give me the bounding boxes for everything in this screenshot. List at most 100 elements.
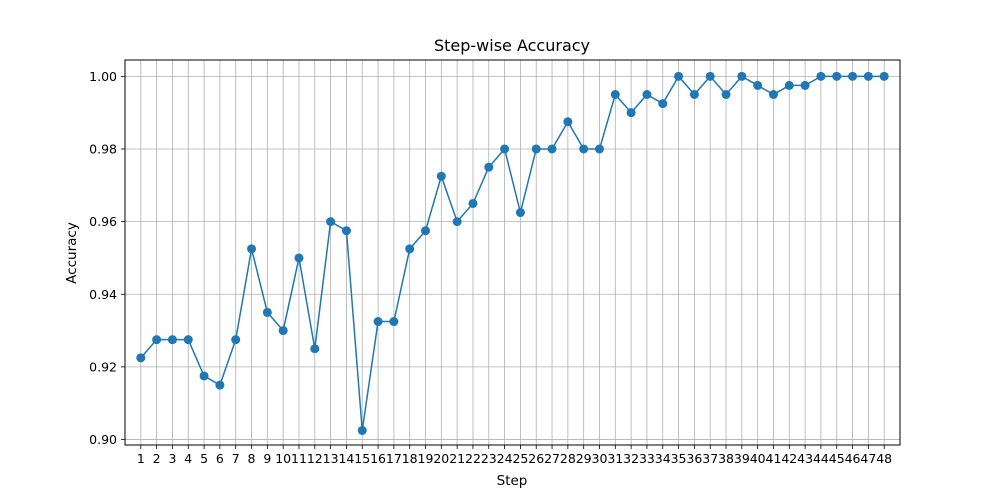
plot-area bbox=[125, 60, 900, 445]
x-tick-label: 6 bbox=[216, 451, 224, 466]
x-tick-label: 10 bbox=[275, 451, 291, 466]
x-tick-label: 27 bbox=[544, 451, 560, 466]
data-point bbox=[294, 253, 304, 263]
data-point bbox=[832, 71, 842, 81]
x-tick-label: 20 bbox=[433, 451, 449, 466]
x-tick-label: 21 bbox=[449, 451, 465, 466]
data-point bbox=[326, 217, 336, 227]
data-point bbox=[674, 71, 684, 81]
data-point bbox=[357, 425, 367, 435]
data-point bbox=[800, 80, 810, 90]
data-point bbox=[737, 71, 747, 81]
data-point bbox=[373, 317, 383, 327]
x-axis: 1 2 3 4 5 6 7 8 9 10 11 12 13 14 15 16 17 18 19 20 21 22 23 24 2… bbox=[137, 445, 892, 466]
y-tick-label: 0.92 bbox=[89, 359, 117, 374]
data-point bbox=[136, 353, 146, 363]
data-point bbox=[642, 90, 652, 100]
x-tick-label: 13 bbox=[323, 451, 339, 466]
data-point bbox=[753, 80, 763, 90]
data-point bbox=[452, 217, 462, 227]
x-tick-label: 2 bbox=[153, 451, 161, 466]
x-tick-label: 5 bbox=[200, 451, 208, 466]
data-point bbox=[689, 90, 699, 100]
x-tick-label: 12 bbox=[307, 451, 323, 466]
x-tick-label: 7 bbox=[232, 451, 240, 466]
data-point bbox=[152, 335, 162, 345]
x-tick-label: 22 bbox=[465, 451, 481, 466]
data-point bbox=[594, 144, 604, 154]
data-point bbox=[768, 90, 778, 100]
chart-title: Step-wise Accuracy bbox=[434, 36, 590, 55]
x-tick-label: 33 bbox=[639, 451, 655, 466]
x-tick-label: 18 bbox=[402, 451, 418, 466]
data-point bbox=[421, 226, 431, 236]
x-tick-label: 43 bbox=[797, 451, 813, 466]
data-point bbox=[784, 80, 794, 90]
data-point bbox=[816, 71, 826, 81]
data-point bbox=[231, 335, 241, 345]
grid bbox=[125, 60, 900, 445]
x-tick-label: 38 bbox=[718, 451, 734, 466]
x-tick-label: 31 bbox=[607, 451, 623, 466]
x-tick-label: 48 bbox=[876, 451, 892, 466]
x-tick-label: 23 bbox=[481, 451, 497, 466]
y-axis: 0.90 0.92 0.94 0.96 0.98 1.00 bbox=[89, 69, 125, 447]
plot-frame bbox=[124, 59, 901, 446]
x-tick-label: 46 bbox=[845, 451, 861, 466]
data-point bbox=[468, 198, 478, 208]
data-point bbox=[531, 144, 541, 154]
x-tick-label: 1 bbox=[137, 451, 145, 466]
y-tick-label: 0.98 bbox=[89, 141, 117, 156]
data-point bbox=[484, 162, 494, 172]
y-tick-label: 0.94 bbox=[89, 287, 117, 302]
x-tick-label: 15 bbox=[354, 451, 370, 466]
data-point bbox=[199, 371, 209, 381]
x-tick-label: 32 bbox=[623, 451, 639, 466]
x-tick-label: 39 bbox=[734, 451, 750, 466]
x-tick-label: 35 bbox=[671, 451, 687, 466]
y-tick-label: 0.90 bbox=[89, 432, 117, 447]
data-point bbox=[405, 244, 415, 254]
data-point bbox=[610, 90, 620, 100]
x-tick-label: 36 bbox=[686, 451, 702, 466]
data-point bbox=[658, 99, 668, 109]
data-point bbox=[262, 307, 272, 317]
x-tick-label: 47 bbox=[860, 451, 876, 466]
x-tick-label: 16 bbox=[370, 451, 386, 466]
data-point bbox=[579, 144, 589, 154]
data-point bbox=[341, 226, 351, 236]
x-tick-label: 45 bbox=[829, 451, 845, 466]
data-point bbox=[389, 317, 399, 327]
data-point bbox=[863, 71, 873, 81]
x-tick-label: 34 bbox=[655, 451, 671, 466]
data-point bbox=[247, 244, 257, 254]
data-point bbox=[879, 71, 889, 81]
data-point bbox=[436, 171, 446, 181]
x-tick-label: 30 bbox=[592, 451, 608, 466]
y-tick-label: 1.00 bbox=[89, 69, 117, 84]
x-tick-label: 37 bbox=[702, 451, 718, 466]
x-tick-label: 19 bbox=[418, 451, 434, 466]
data-point bbox=[183, 335, 193, 345]
data-point bbox=[848, 71, 858, 81]
data-point bbox=[626, 108, 636, 118]
data-point bbox=[563, 117, 573, 127]
data-point bbox=[310, 344, 320, 354]
x-tick-label: 25 bbox=[512, 451, 528, 466]
x-tick-label: 29 bbox=[576, 451, 592, 466]
y-tick-label: 0.96 bbox=[89, 214, 117, 229]
data-point bbox=[278, 326, 288, 336]
data-point bbox=[215, 380, 225, 390]
x-tick-label: 41 bbox=[766, 451, 782, 466]
data-point bbox=[547, 144, 557, 154]
data-point bbox=[500, 144, 510, 154]
y-axis-label: Accuracy bbox=[64, 222, 80, 284]
x-tick-label: 9 bbox=[263, 451, 271, 466]
x-tick-label: 11 bbox=[291, 451, 307, 466]
x-tick-label: 40 bbox=[750, 451, 766, 466]
data-point bbox=[167, 335, 177, 345]
series-points bbox=[136, 71, 889, 435]
x-axis-label: Step bbox=[497, 473, 528, 489]
x-tick-label: 4 bbox=[184, 451, 192, 466]
